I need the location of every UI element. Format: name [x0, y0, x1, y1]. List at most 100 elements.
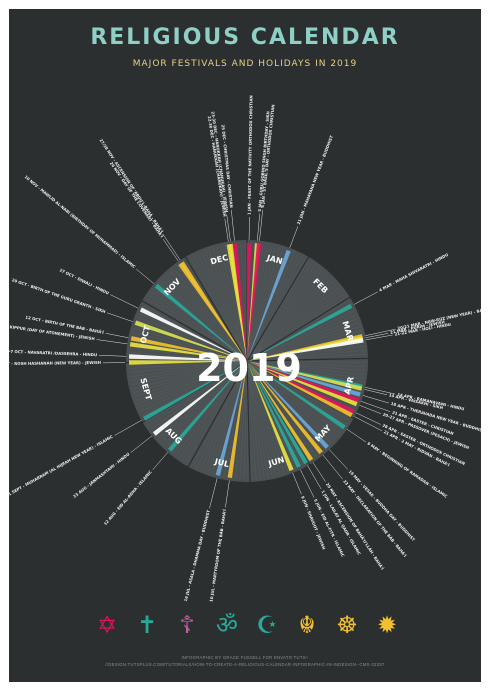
day-spoke [246, 322, 359, 362]
event-leader [258, 209, 263, 244]
religion-symbols: ✡ ✝ ☦ ॐ ☪ ☬ ☸ ✹ [97, 611, 397, 639]
day-spoke [201, 252, 248, 362]
day-spoke [246, 350, 365, 362]
event-leader [114, 418, 145, 436]
day-spoke [193, 255, 248, 362]
day-spoke [246, 360, 265, 478]
day-spoke [200, 360, 248, 470]
day-spoke [246, 360, 335, 441]
event-wedge [247, 361, 346, 430]
event-leader [224, 218, 230, 245]
day-spoke [175, 360, 248, 456]
event-leader [360, 394, 389, 404]
day-spoke [246, 360, 296, 469]
event-leader [358, 400, 391, 412]
day-spoke [246, 346, 365, 362]
event-leader [136, 268, 157, 286]
event-wedge [139, 307, 247, 361]
event-wedge [227, 361, 247, 478]
day-spoke [246, 360, 317, 457]
event-wedge [178, 262, 247, 361]
day-spoke [133, 360, 248, 393]
day-spoke [246, 272, 326, 362]
credit-line-2: //DESIGN.TUTSPLUS.COM/TUTORIALS/HOW-TO-C… [105, 662, 385, 667]
day-spoke [246, 277, 332, 362]
day-spoke [246, 360, 364, 383]
day-spoke [246, 293, 344, 362]
day-spoke [131, 360, 248, 385]
day-spoke [246, 360, 347, 425]
crescent-star-icon: ☪ [256, 611, 278, 639]
event-leader [351, 291, 378, 307]
event-leader [105, 333, 132, 339]
day-spoke [129, 360, 248, 369]
event-wedge [247, 361, 301, 468]
star-of-david-icon: ✡ [97, 611, 117, 639]
event-leader [152, 449, 170, 470]
day-spoke [223, 360, 248, 477]
event-wedge [168, 361, 247, 452]
day-spoke [129, 360, 248, 373]
day-spoke [246, 360, 288, 472]
event-leader [362, 333, 389, 339]
khanda-icon: ☬ [298, 611, 315, 639]
month-divider [246, 255, 310, 362]
event-wedge [247, 361, 314, 462]
event-wedge [215, 361, 247, 476]
event-wedge [247, 361, 309, 465]
day-spoke [197, 253, 248, 362]
event-leader [327, 447, 348, 470]
day-spoke [246, 360, 277, 476]
day-spoke [246, 360, 338, 438]
day-spoke [246, 360, 273, 477]
day-spoke [172, 360, 248, 453]
event-wedge [247, 338, 364, 361]
event-leader [256, 213, 260, 244]
event-wedge [226, 244, 247, 361]
event-leader [225, 477, 231, 508]
month-divider [184, 255, 248, 362]
day-spoke [246, 360, 349, 421]
event-leader [344, 427, 367, 443]
event-leader [107, 312, 136, 323]
day-spoke [246, 314, 356, 362]
day-spoke [163, 360, 248, 445]
event-wedge [247, 361, 323, 455]
day-spoke [246, 360, 257, 479]
event-leader [162, 234, 183, 263]
day-spoke [148, 360, 248, 426]
day-spoke [135, 360, 248, 401]
day-spoke [148, 295, 248, 362]
day-spoke [193, 360, 248, 467]
month-divider [187, 360, 248, 468]
event-wedge [247, 361, 294, 472]
day-spoke [246, 247, 280, 362]
day-spoke [246, 360, 340, 435]
event-wedges [129, 243, 364, 478]
event-wedge [247, 361, 363, 391]
day-spoke [246, 360, 303, 466]
day-spoke [133, 328, 248, 362]
month-divider [140, 299, 248, 362]
day-spoke [158, 282, 248, 362]
day-spoke [132, 360, 248, 389]
event-leader [110, 294, 141, 310]
event-wedge [247, 336, 364, 361]
event-leader [311, 459, 326, 482]
day-spoke [196, 360, 248, 468]
day-spoke [246, 269, 323, 362]
day-spoke [173, 268, 248, 362]
day-spoke [205, 250, 248, 362]
day-spoke [246, 287, 340, 362]
day-spoke [164, 276, 248, 362]
day-spoke [182, 360, 248, 460]
day-spoke [246, 360, 285, 474]
month-label-apr: APR [343, 376, 356, 396]
month-divider [246, 357, 370, 362]
event-label: 30 SEPT-1 OCT - ROSH HASHANAH (NEW YEAR)… [9, 360, 101, 366]
event-leader [291, 470, 302, 495]
day-spoke [246, 262, 313, 362]
event-wedge [247, 361, 329, 449]
month-divider [246, 360, 251, 484]
